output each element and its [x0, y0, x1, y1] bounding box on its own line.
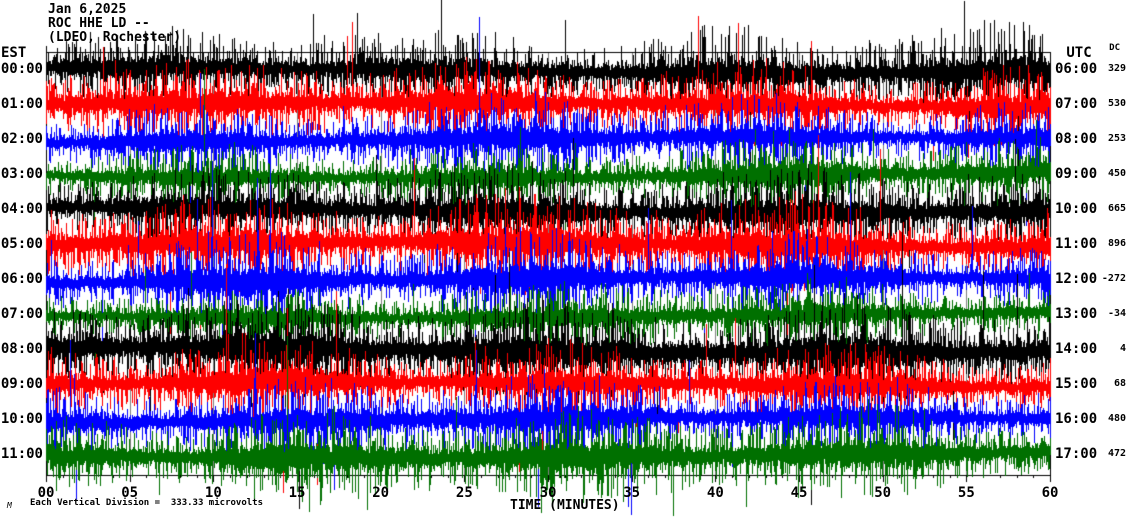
utc-time-label: 12:00 — [1055, 271, 1098, 287]
x-tick-label: 25 — [455, 485, 473, 501]
x-tick-label: 40 — [706, 485, 724, 501]
est-time-label: 04:00 — [0, 201, 43, 217]
utc-time-label: 15:00 — [1055, 376, 1098, 392]
est-time-label: 05:00 — [0, 236, 43, 252]
x-tick-label: 10 — [204, 485, 222, 501]
right-axis-header: UTC — [1066, 45, 1092, 61]
x-tick-label: 35 — [623, 485, 641, 501]
est-time-label: 08:00 — [0, 341, 43, 357]
x-tick-label: 15 — [288, 485, 306, 501]
est-time-label: 00:00 — [0, 61, 43, 77]
header-station-location: (LDEO, Rochester) — [48, 30, 182, 45]
utc-time-label: 07:00 — [1055, 96, 1098, 112]
header-date: Jan 6,2025 — [48, 2, 127, 17]
dc-offset-value: 329 — [1107, 63, 1126, 74]
est-time-label: 06:00 — [0, 271, 43, 287]
utc-time-label: 17:00 — [1055, 446, 1098, 462]
dc-offset-value: 480 — [1107, 413, 1126, 424]
dc-offset-value: 450 — [1107, 168, 1126, 179]
est-time-label: 07:00 — [0, 306, 43, 322]
dc-offset-value: 68 — [1113, 378, 1126, 389]
est-time-label: 01:00 — [0, 96, 43, 112]
utc-time-label: 08:00 — [1055, 131, 1098, 147]
x-tick-label: 50 — [874, 485, 892, 501]
utc-time-label: 06:00 — [1055, 61, 1098, 77]
dc-offset-value: 4 — [1119, 343, 1126, 354]
est-time-label: 11:00 — [0, 446, 43, 462]
header-station-code: ROC HHE LD -- — [48, 16, 150, 31]
est-time-label: 02:00 — [0, 131, 43, 147]
x-tick-label: 55 — [957, 485, 975, 501]
x-tick-label: 60 — [1041, 485, 1059, 501]
logo-watermark: M — [7, 501, 12, 510]
x-axis-title: TIME (MINUTES) — [510, 498, 620, 513]
est-time-label: 09:00 — [0, 376, 43, 392]
utc-time-label: 14:00 — [1055, 341, 1098, 357]
x-tick-label: 45 — [790, 485, 808, 501]
dc-offset-value: -34 — [1107, 308, 1126, 319]
est-time-label: 10:00 — [0, 411, 43, 427]
utc-time-label: 16:00 — [1055, 411, 1098, 427]
left-axis-header: EST — [1, 45, 27, 61]
dc-offset-value: 472 — [1107, 448, 1126, 459]
est-time-label: 03:00 — [0, 166, 43, 182]
utc-time-label: 13:00 — [1055, 306, 1098, 322]
dc-offset-value: -272 — [1101, 273, 1126, 284]
dc-offset-value: 530 — [1107, 98, 1126, 109]
dc-offset-value: 896 — [1107, 238, 1126, 249]
dc-column-header: DC — [1109, 43, 1120, 53]
x-tick-label: 00 — [37, 485, 55, 501]
vertical-division-note: Each Vertical Division = 333.33 microvol… — [30, 498, 263, 508]
dc-offset-value: 253 — [1107, 133, 1126, 144]
x-tick-label: 20 — [372, 485, 390, 501]
utc-time-label: 11:00 — [1055, 236, 1098, 252]
x-tick-label: 05 — [121, 485, 139, 501]
dc-offset-value: 665 — [1107, 203, 1126, 214]
utc-time-label: 10:00 — [1055, 201, 1098, 217]
x-tick-label: 30 — [539, 485, 557, 501]
utc-time-label: 09:00 — [1055, 166, 1098, 182]
